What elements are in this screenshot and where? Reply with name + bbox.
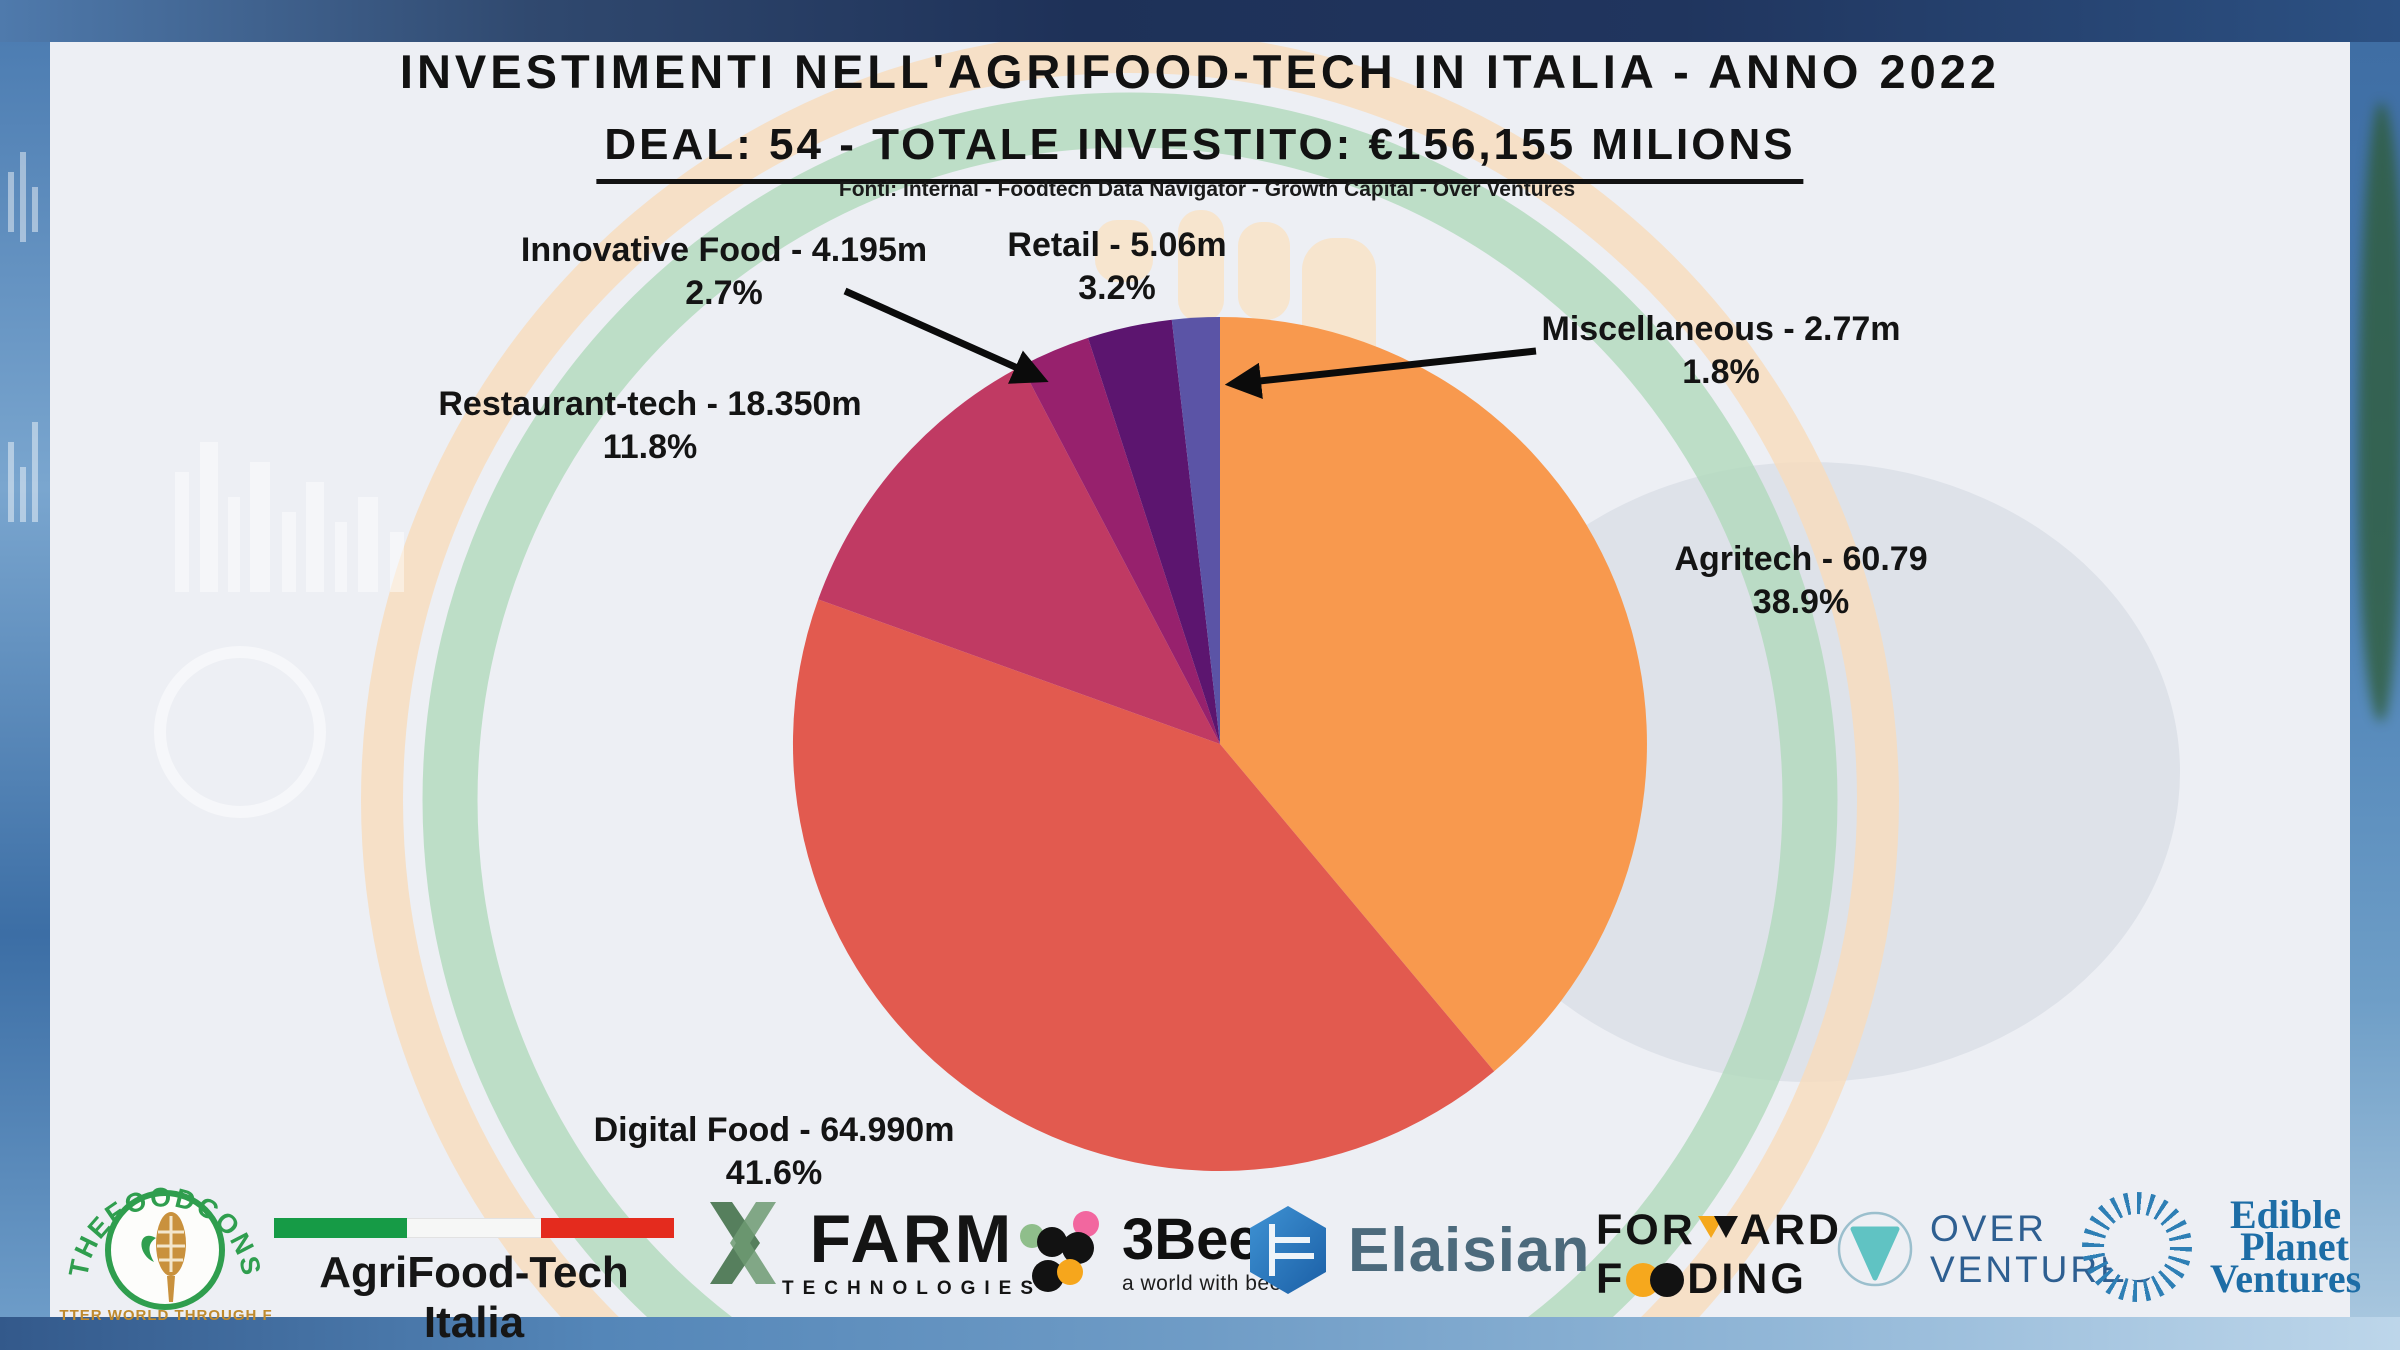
background-bottom-band <box>0 1317 2400 1350</box>
threebee-tagline: a world with bees <box>1122 1272 1293 1295</box>
label-retail: Retail - 5.06m 3.2% <box>1007 224 1226 310</box>
elaisian-hexagon-icon <box>1250 1206 1326 1294</box>
label-retail-pct: 3.2% <box>1078 269 1156 307</box>
forward-line1-pre: FOR <box>1596 1206 1696 1254</box>
threebee-text: 3Bee <box>1122 1207 1261 1272</box>
agrifood-tech-italia-text: AgriFood-Tech Italia <box>319 1248 629 1347</box>
edible-text-line2: Planet <box>2240 1224 2349 1269</box>
background-equalizer-doodle <box>8 152 38 522</box>
pie-slice-restaurant-tech <box>818 366 1220 744</box>
innovative-food-callout-arrow <box>843 287 1049 384</box>
label-miscellaneous-pct: 1.8% <box>1682 353 1760 391</box>
xfarm-logo: FARM TECHNOLOGIES <box>710 1202 1042 1300</box>
label-miscellaneous-text: Miscellaneous - 2.77m <box>1541 310 1901 348</box>
pie-slice-digital-food <box>792 599 1495 1171</box>
over-text-line1: OVER <box>1930 1208 2047 1249</box>
thefoodcons-tagline: A BETTER WORLD THROUGH FOOD <box>58 1307 272 1324</box>
pie-slice-innovative-food <box>1021 337 1220 744</box>
fooding-oo-icon <box>1626 1262 1685 1297</box>
page-subtitle: DEAL: 54 - TOTALE INVESTITO: €156,155 MI… <box>596 120 1804 184</box>
xfarm-technologies-text: TECHNOLOGIES <box>782 1278 1043 1299</box>
thefoodcons-logo: THEFOODCONS A BETTER WORLD THROUGH FOOD <box>58 1182 272 1324</box>
label-agritech-text: Agritech - 60.79 <box>1674 540 1928 578</box>
label-innovative-food: Innovative Food - 4.195m 2.7% <box>521 229 927 315</box>
label-innovative-food-text: Innovative Food - 4.195m <box>520 231 928 269</box>
italian-flag-icon <box>274 1218 674 1238</box>
pie-slices <box>792 316 1647 1171</box>
edible-text-line3: Ventures <box>2210 1256 2362 1301</box>
label-digital-food: Digital Food - 64.990m 41.6% <box>594 1109 955 1195</box>
xfarm-x-icon <box>710 1202 776 1284</box>
pie-slice-miscellaneous <box>1171 316 1220 744</box>
edible-planet-ventures-logo: Edible Planet Ventures <box>2082 1192 2361 1302</box>
label-digital-food-pct: 41.6% <box>725 1154 823 1192</box>
forward-w-icon <box>1697 1215 1738 1238</box>
forward-fooding-logo: FOR ARD F DING <box>1596 1206 1842 1304</box>
elaisian-logo: Elaisian <box>1250 1206 1590 1294</box>
over-ventures-icon <box>1837 1211 1913 1287</box>
label-restaurant-tech: Restaurant-tech - 18.350m 11.8% <box>438 383 861 469</box>
pie-slice-retail <box>1088 319 1220 744</box>
label-retail-text: Retail - 5.06m <box>1007 226 1227 264</box>
miscellaneous-callout-arrow <box>1224 347 1537 399</box>
background-top-band <box>0 0 2400 42</box>
label-restaurant-tech-pct: 11.8% <box>602 428 698 466</box>
edible-text-line1: Edible <box>2229 1192 2342 1237</box>
background-left-band <box>0 42 50 1317</box>
pie-slice-agritech <box>1220 317 1647 1072</box>
threebee-logo: 3Bee a world with bees <box>1012 1208 1293 1298</box>
fooding-line2-post: DING <box>1687 1255 1807 1303</box>
label-agritech-pct: 38.9% <box>1752 583 1850 621</box>
page-title: INVESTIMENTI NELL'AGRIFOOD-TECH IN ITALI… <box>399 45 2001 98</box>
label-restaurant-tech-text: Restaurant-tech - 18.350m <box>438 385 862 423</box>
background-right-band <box>2350 42 2400 1317</box>
sources-line: Fonti: Internal - Foodtech Data Navigato… <box>838 178 1576 201</box>
edible-planet-sun-icon <box>2082 1192 2192 1302</box>
thefoodcons-corn-icon <box>141 1212 186 1302</box>
fooding-line2-pre: F <box>1596 1255 1626 1303</box>
agrifood-tech-italia-logo: AgriFood-Tech Italia <box>272 1218 676 1348</box>
label-innovative-food-pct: 2.7% <box>685 274 763 312</box>
label-digital-food-text: Digital Food - 64.990m <box>593 1111 955 1149</box>
threebee-dots-icon <box>1020 1211 1099 1292</box>
forward-line1-post: ARD <box>1739 1206 1842 1254</box>
elaisian-text: Elaisian <box>1348 1215 1591 1285</box>
label-miscellaneous: Miscellaneous - 2.77m 1.8% <box>1541 308 1900 394</box>
xfarm-text: FARM <box>809 1201 1015 1277</box>
label-agritech: Agritech - 60.79 38.9% <box>1674 538 1927 624</box>
